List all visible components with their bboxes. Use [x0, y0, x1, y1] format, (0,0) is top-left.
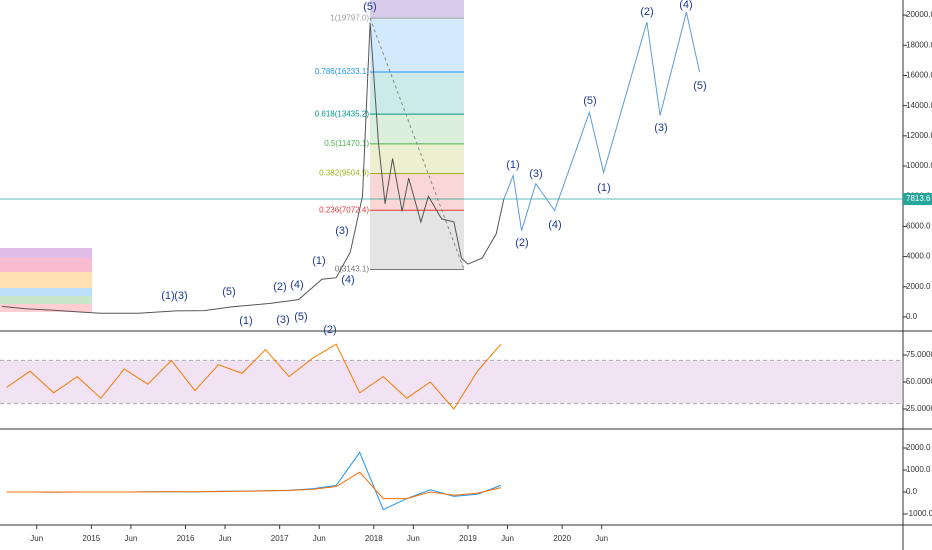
y-tick-label: 6000.0: [906, 222, 931, 231]
wave-label: (2): [323, 324, 336, 336]
y-tick-label: 75.00000: [906, 350, 932, 359]
fib-label: 0.786(16233.1): [315, 67, 370, 76]
fib-extension: [370, 0, 464, 19]
box: [0, 272, 92, 288]
fib-band: [370, 173, 464, 211]
wave-label: (5): [294, 311, 307, 323]
box: [0, 304, 92, 312]
price-line: [503, 11, 701, 231]
fib-label: 0.236(7072.4): [319, 205, 369, 214]
wave-label: (3): [335, 225, 348, 237]
wave-label: (2): [273, 281, 286, 293]
x-tick-label: 2017: [271, 534, 289, 543]
x-tick-label: 2015: [82, 534, 100, 543]
y-tick-label: 0.0: [906, 312, 918, 321]
y-tick-label: 20000.0: [906, 10, 932, 19]
y-tick-label: 12000.0: [906, 131, 932, 140]
wave-label: (1): [597, 182, 610, 194]
wave-label: (4): [341, 274, 354, 286]
wave-label: (3): [654, 122, 667, 134]
wave-label: (1): [161, 290, 174, 302]
wave-label: (3): [276, 314, 289, 326]
fib-label: 0.618(13435.2): [315, 109, 370, 118]
wave-label: (5): [222, 286, 235, 298]
y-tick-label: 4000.0: [906, 252, 931, 261]
y-tick-label: 1000.0: [906, 465, 931, 474]
x-tick-label: Jun: [124, 534, 137, 543]
wave-label: (4): [548, 219, 561, 231]
fib-label: 0(3143.1): [335, 265, 370, 274]
wave-label: (5): [363, 1, 376, 13]
wave-label: (2): [515, 237, 528, 249]
x-tick-label: 2016: [177, 534, 195, 543]
fib-label: 0.382(9504.9): [319, 169, 369, 178]
y-tick-label: 14000.0: [906, 101, 932, 110]
wave-label: (4): [679, 0, 692, 11]
x-tick-label: 2019: [459, 534, 477, 543]
y-tick-label: 0.0: [906, 487, 918, 496]
box: [0, 296, 92, 304]
macd-line: [6, 471, 502, 500]
y-tick-label: 25.00000: [906, 404, 932, 413]
rsi-line: [6, 343, 502, 410]
last-price-box: [903, 193, 932, 206]
wave-label: (1): [239, 315, 252, 327]
last-price-label: 7813.6: [906, 194, 931, 203]
x-tick-label: 2018: [365, 534, 383, 543]
old-fib-boxes: [0, 248, 92, 312]
y-tick-label: 18000.0: [906, 40, 932, 49]
y-tick-label: 2000.0: [906, 443, 931, 452]
wave-label: (4): [290, 279, 303, 291]
wave-label: (2): [640, 6, 653, 18]
fib-band: [370, 143, 464, 174]
x-tick-label: 2020: [553, 534, 571, 543]
wave-label: (3): [529, 168, 542, 180]
x-tick-label: Jun: [313, 534, 326, 543]
fib-band: [370, 114, 464, 144]
y-tick-label: -1000.0: [906, 509, 932, 518]
y-tick-label: 16000.0: [906, 71, 932, 80]
y-tick-label: 50.00000: [906, 377, 932, 386]
fib-label: 1(19797.0): [330, 13, 369, 22]
y-tick-label: 2000.0: [906, 282, 931, 291]
box: [0, 248, 92, 258]
y-tick-label: 10000.0: [906, 161, 932, 170]
x-tick-label: Jun: [219, 534, 232, 543]
box: [0, 258, 92, 272]
fib-band: [370, 210, 464, 270]
box: [0, 288, 92, 296]
x-tick-label: Jun: [407, 534, 420, 543]
wave-label: (3): [174, 290, 187, 302]
wave-label: (1): [506, 159, 519, 171]
fib-band: [370, 18, 464, 72]
rsi-band: [0, 360, 903, 404]
x-tick-label: Jun: [501, 534, 514, 543]
x-tick-label: Jun: [30, 534, 43, 543]
fib-trend: [369, 17, 465, 270]
fib-band: [370, 71, 464, 115]
wave-label: (5): [583, 95, 596, 107]
x-tick-label: Jun: [595, 534, 608, 543]
wave-label: (5): [693, 80, 706, 92]
fib-label: 0.5(11470.1): [324, 139, 369, 148]
price-line: [1, 22, 505, 314]
wave-label: (1): [312, 255, 325, 267]
